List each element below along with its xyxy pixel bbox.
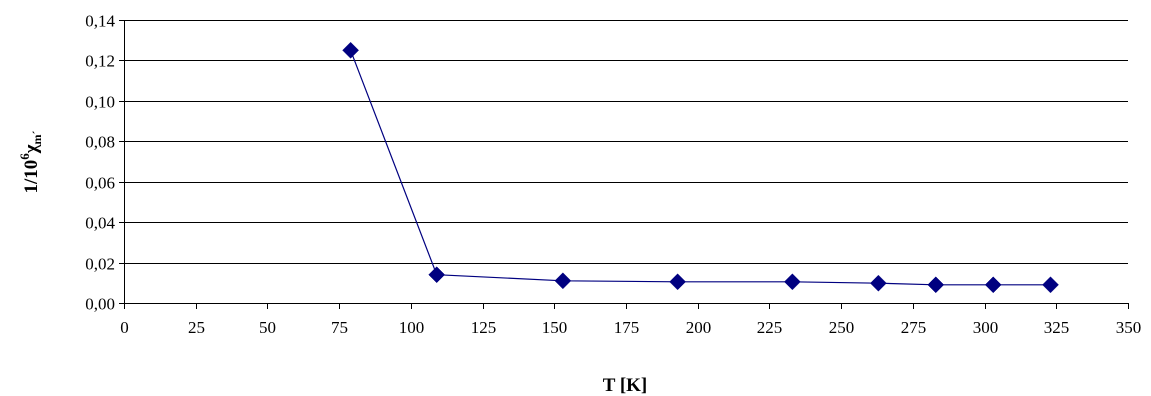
data-point-marker <box>1042 276 1059 294</box>
tick-labels: 0,00 0,02 0,04 0,06 0,08 0,10 0,12 0,14 0 25 50 75 1… <box>85 12 1141 338</box>
gridlines <box>124 20 1128 264</box>
y-tick-label: 0,10 <box>85 93 115 112</box>
x-tick-label: 275 <box>901 318 927 337</box>
series-line <box>350 50 1051 286</box>
data-point-marker <box>428 266 446 284</box>
y-axis-title-subscript: m´ <box>30 130 44 144</box>
y-tick-label: 0,12 <box>85 52 115 71</box>
data-point-marker <box>342 41 359 59</box>
x-tick-label: 350 <box>1116 318 1142 337</box>
y-tick-label: 0,04 <box>85 214 115 233</box>
x-tick-label: 75 <box>331 318 348 337</box>
data-point-marker <box>984 276 1002 294</box>
y-axis-title-exponent: 6 <box>17 153 32 160</box>
data-point-marker <box>784 273 801 291</box>
data-series <box>342 41 1059 294</box>
x-axis-title: T [K] <box>603 375 648 396</box>
x-tick-label: 225 <box>757 318 783 337</box>
x-tick-label: 100 <box>399 318 425 337</box>
y-tick-label: 0,06 <box>85 174 115 193</box>
x-tick-label: 125 <box>471 318 497 337</box>
x-tick-label: 0 <box>120 318 129 337</box>
y-axis-title: 1/106χm´ <box>17 130 44 193</box>
y-tick-label: 0,14 <box>85 12 115 31</box>
y-axis-title-symbol: χ <box>21 144 42 154</box>
x-tick-label: 300 <box>973 318 999 337</box>
y-tick-label: 0,02 <box>85 255 115 274</box>
x-tick-label: 175 <box>614 318 640 337</box>
x-tick-label: 25 <box>188 318 205 337</box>
x-tick-label: 250 <box>829 318 855 337</box>
data-point-marker <box>870 274 887 292</box>
data-point-marker <box>669 273 686 291</box>
axes <box>119 20 1129 309</box>
y-tick-label: 0,00 <box>85 295 115 314</box>
data-point-marker <box>927 276 945 294</box>
x-tick-label: 200 <box>686 318 712 337</box>
x-tick-label: 150 <box>542 318 568 337</box>
data-point-marker <box>554 272 572 290</box>
x-tick-label: 50 <box>259 318 276 337</box>
y-tick-label: 0,08 <box>85 133 115 152</box>
y-axis-title-prefix: 1/10 <box>21 160 42 194</box>
x-tick-label: 325 <box>1044 318 1070 337</box>
